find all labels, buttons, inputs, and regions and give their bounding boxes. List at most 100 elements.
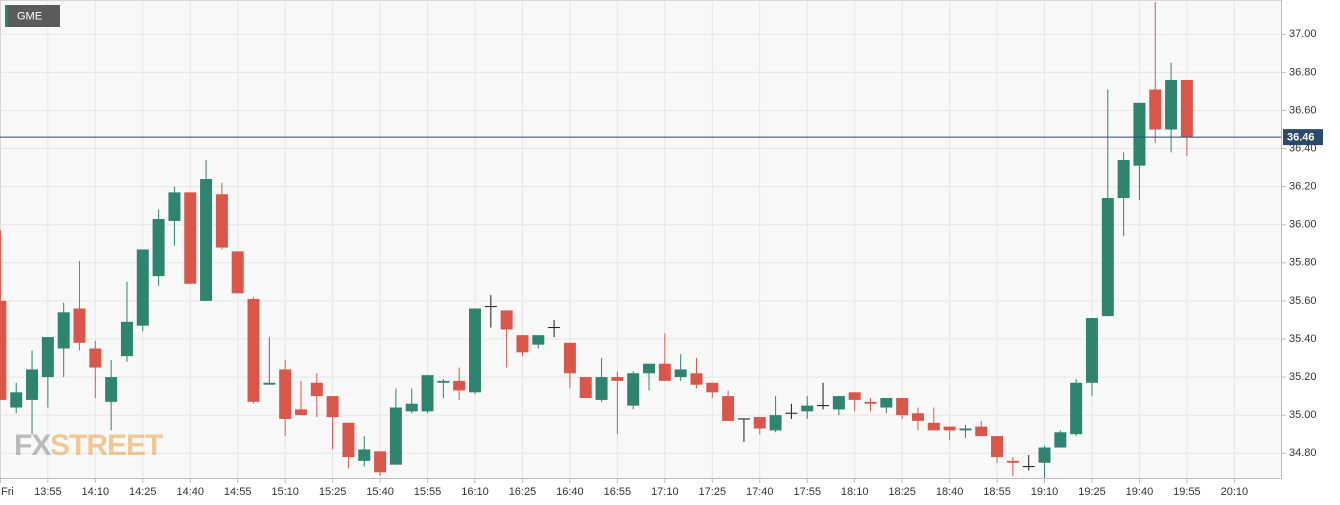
candle-body bbox=[0, 300, 7, 400]
candle-body bbox=[722, 396, 735, 421]
candle-body bbox=[215, 194, 228, 248]
grid bbox=[0, 0, 1281, 478]
y-tick-label: 36.20 bbox=[1289, 181, 1317, 193]
candle-body bbox=[1180, 79, 1193, 138]
plot-area bbox=[0, 0, 1282, 479]
candle-body bbox=[1133, 102, 1146, 166]
last-price-label: 36.46 bbox=[1287, 132, 1315, 144]
candle-body bbox=[389, 407, 402, 465]
candle-body bbox=[643, 363, 656, 374]
x-tick-label: 16:40 bbox=[556, 486, 584, 498]
candle-body bbox=[231, 251, 244, 294]
candle-body bbox=[136, 249, 149, 326]
candle-body bbox=[1165, 79, 1178, 130]
watermark: FX STREET bbox=[14, 429, 164, 462]
x-tick-label: 17:40 bbox=[746, 486, 774, 498]
y-tick-label: 34.80 bbox=[1289, 447, 1317, 459]
candle-body bbox=[848, 392, 861, 400]
last-price-box bbox=[1283, 129, 1323, 146]
candle-body bbox=[991, 436, 1004, 458]
candle-body bbox=[880, 398, 893, 408]
candle-body bbox=[832, 396, 845, 410]
x-tick-label: 18:10 bbox=[841, 486, 869, 498]
x-tick-label: 14:25 bbox=[129, 486, 157, 498]
legend-label: GME bbox=[17, 10, 42, 22]
y-tick-label: 36.00 bbox=[1289, 219, 1317, 231]
candle-body bbox=[358, 449, 371, 461]
candle-body bbox=[563, 342, 576, 374]
x-tick-label: 18:55 bbox=[983, 486, 1011, 498]
candle-body bbox=[152, 219, 165, 277]
y-tick-label: 35.80 bbox=[1289, 257, 1317, 269]
y-tick-label: 37.00 bbox=[1289, 28, 1317, 40]
candle-body bbox=[975, 426, 988, 437]
candle-body bbox=[1070, 382, 1083, 435]
candle-body bbox=[1149, 89, 1162, 130]
candle-body bbox=[26, 369, 39, 400]
candle-body bbox=[1022, 466, 1035, 468]
candle-body bbox=[737, 418, 750, 420]
candle-body bbox=[1117, 159, 1130, 199]
candle-body bbox=[73, 308, 86, 343]
x-tick-label: 19:55 bbox=[1173, 486, 1201, 498]
candle-body bbox=[674, 369, 687, 378]
candle-body bbox=[263, 382, 276, 385]
candle-body bbox=[374, 451, 387, 473]
candle-body bbox=[1085, 318, 1098, 383]
candles bbox=[0, 1, 1193, 478]
candle-body bbox=[500, 310, 513, 330]
candle-body bbox=[785, 412, 798, 414]
x-tick-label: 17:10 bbox=[651, 486, 679, 498]
x-tick-label: 16:25 bbox=[509, 486, 537, 498]
x-tick-label: 18:25 bbox=[888, 486, 916, 498]
x-tick-label: 17:55 bbox=[793, 486, 821, 498]
x-tick-label: 19:40 bbox=[1126, 486, 1154, 498]
x-tick-label: 20:10 bbox=[1221, 486, 1249, 498]
candle-body bbox=[896, 398, 909, 416]
x-tick-label: Fri bbox=[1, 486, 14, 498]
candle-body bbox=[532, 335, 545, 345]
candle-body bbox=[469, 308, 481, 393]
logo-street: STREET bbox=[50, 429, 163, 462]
candle-body bbox=[41, 337, 54, 378]
candle-body bbox=[658, 363, 671, 381]
candle-body bbox=[595, 377, 608, 400]
candle-body bbox=[200, 179, 213, 301]
candle-body bbox=[817, 405, 830, 407]
candle-body bbox=[310, 382, 323, 397]
candle-body bbox=[753, 417, 766, 429]
candle-body bbox=[326, 396, 339, 418]
candle-body bbox=[10, 392, 23, 408]
candle-body bbox=[516, 335, 529, 353]
candle-body bbox=[184, 192, 197, 284]
x-tick-label: 15:10 bbox=[271, 486, 299, 498]
x-tick-label: 16:55 bbox=[604, 486, 632, 498]
candle-body bbox=[548, 327, 561, 329]
legend-box bbox=[5, 5, 60, 27]
x-tick-label: 17:25 bbox=[699, 486, 727, 498]
x-tick-label: 14:40 bbox=[176, 486, 204, 498]
candle-body bbox=[405, 403, 418, 412]
y-tick-label: 35.40 bbox=[1289, 333, 1317, 345]
y-tick-label: 36.60 bbox=[1289, 104, 1317, 116]
candle-body bbox=[484, 306, 497, 308]
candle-body bbox=[57, 312, 70, 349]
candle-body bbox=[1054, 432, 1067, 448]
x-tick-label: 18:40 bbox=[936, 486, 964, 498]
candle-body bbox=[437, 380, 450, 383]
candle-body bbox=[294, 409, 307, 416]
x-tick-label: 15:25 bbox=[319, 486, 347, 498]
x-tick-label: 13:55 bbox=[34, 486, 62, 498]
x-tick-label: 16:10 bbox=[461, 486, 489, 498]
candle-body bbox=[342, 422, 355, 458]
candle-body bbox=[911, 413, 924, 421]
candle-body bbox=[89, 348, 102, 368]
candle-body bbox=[120, 321, 133, 357]
candle-body bbox=[864, 401, 877, 404]
candle-body bbox=[943, 426, 956, 431]
candle-body bbox=[579, 377, 592, 399]
candle-body bbox=[959, 428, 972, 431]
candle-body bbox=[1006, 460, 1019, 463]
candle-body bbox=[1101, 198, 1114, 317]
candle-body bbox=[769, 415, 782, 431]
